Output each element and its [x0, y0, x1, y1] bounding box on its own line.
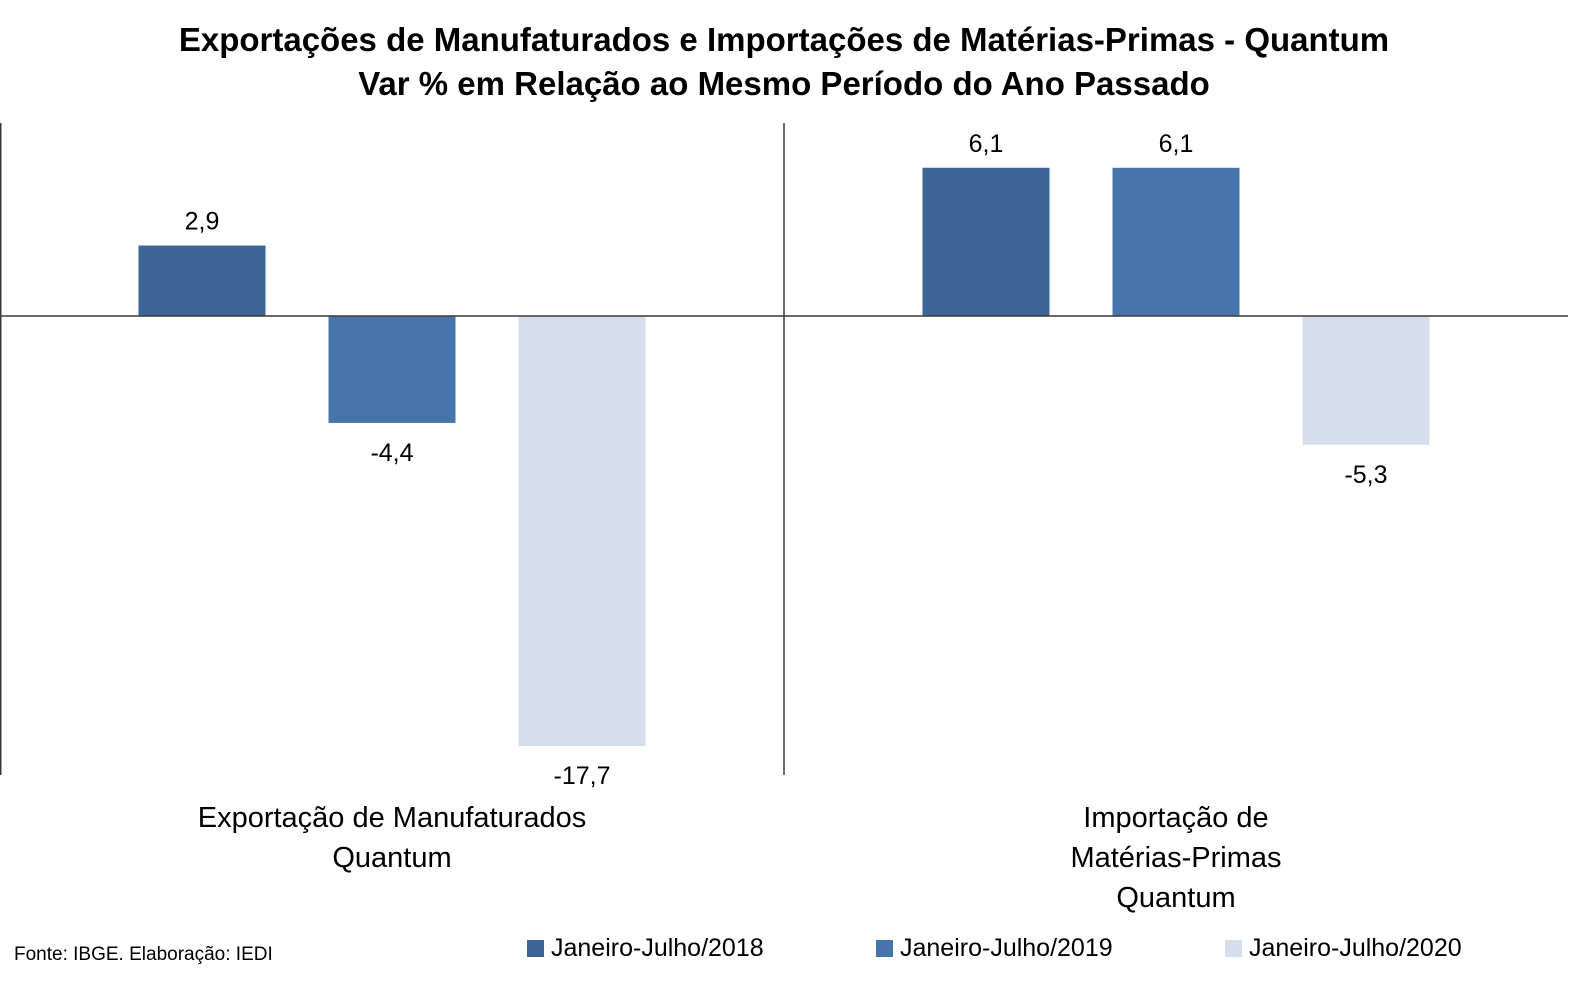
legend-item: Janeiro-Julho/2020	[1225, 934, 1462, 963]
legend-item: Janeiro-Julho/2018	[527, 934, 876, 963]
legend-item: Janeiro-Julho/2019	[876, 934, 1225, 963]
category-label-line: Quantum	[332, 842, 452, 874]
legend-swatch	[876, 939, 893, 957]
category-label-line: Importação de	[1083, 802, 1269, 834]
category-label: Exportação de Manufaturados Quantum	[0, 798, 784, 878]
bar	[518, 316, 646, 747]
category-label: Importação de Matérias-Primas Quantum	[784, 798, 1568, 918]
data-label: 6,1	[969, 130, 1004, 158]
bar	[138, 245, 266, 316]
legend-swatch	[1225, 939, 1242, 957]
legend-label: Janeiro-Julho/2018	[551, 933, 764, 962]
bar	[922, 167, 1050, 316]
bar	[1302, 316, 1430, 445]
data-label: -4,4	[370, 439, 413, 467]
category-label-line: Matérias-Primas	[1070, 842, 1282, 874]
data-label: -17,7	[554, 762, 611, 790]
legend-swatch	[527, 939, 544, 957]
category-label-line: Exportação de Manufaturados	[197, 802, 587, 834]
chart-title-line: Var % em Relação ao Mesmo Período do Ano…	[358, 65, 1210, 102]
data-label: 6,1	[1159, 130, 1194, 158]
chart-title-line: Exportações de Manufaturados e Importaçõ…	[178, 21, 1390, 58]
category-label-line: Quantum	[1116, 882, 1236, 914]
legend-label: Janeiro-Julho/2019	[900, 933, 1113, 962]
source-note: Fonte: IBGE. Elaboração: IEDI	[14, 944, 273, 965]
chart-title: Exportações de Manufaturados e Importaçõ…	[0, 18, 1568, 106]
legend: Janeiro-Julho/2018 Janeiro-Julho/2019 Jane…	[527, 930, 1462, 966]
bar	[328, 316, 456, 423]
data-label: 2,9	[185, 208, 220, 236]
data-label: -5,3	[1344, 461, 1387, 489]
legend-label: Janeiro-Julho/2020	[1249, 933, 1462, 962]
bar	[1112, 167, 1240, 316]
